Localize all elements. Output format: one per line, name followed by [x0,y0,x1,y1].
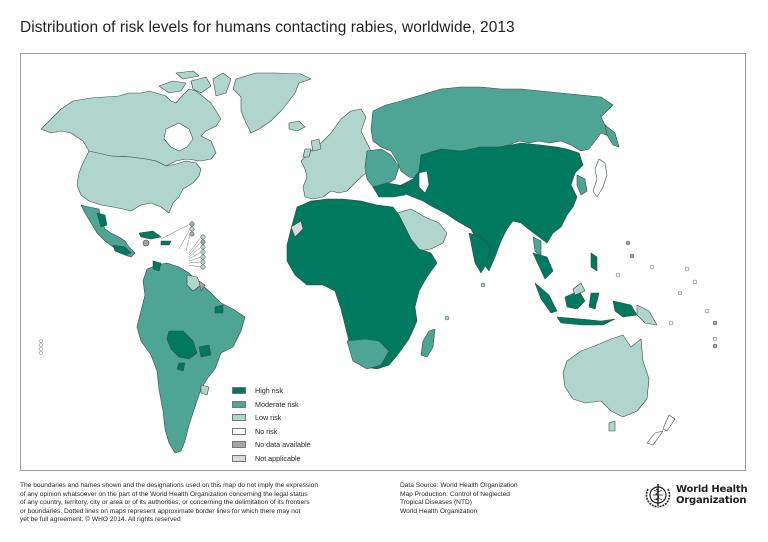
disclaimer-line: or boundaries. Dotted lines on maps repr… [20,507,301,515]
legend-label: High risk [255,386,283,396]
legend-label: No risk [255,426,278,436]
legend-swatch-high-risk [232,387,246,395]
source-line: Data Source: World Health Organization [400,482,518,489]
legend-item-no-risk: No risk [232,425,311,439]
who-name-line2: Organization [676,495,747,506]
disclaimer-line: yet be full agreement. © WHO 2014. All r… [20,516,181,524]
legend-swatch-no-risk [232,427,246,435]
legend-swatch-low-risk [232,414,246,422]
region-canada-alaska [40,88,222,167]
map-legend: High risk Moderate risk Low risk No risk… [232,384,311,465]
region-europe [300,108,374,200]
who-logo: World Health Organization [643,481,748,509]
data-source-text: Data Source: World Health Organization M… [400,482,560,516]
region-usa [76,150,202,214]
legend-label: Moderate risk [255,399,299,409]
region-asia-high [396,142,584,272]
source-line: Tropical Diseases (NTD) [400,499,472,507]
legend-label: No data available [255,440,311,450]
legend-item-low-risk: Low risk [232,411,311,425]
source-line: Map Production: Control of Neglected [400,490,510,498]
legend-item-high-risk: High risk [232,384,311,398]
region-japan [592,158,608,198]
who-name-line1: World Health [676,484,748,495]
region-south-america [136,262,246,454]
legend-swatch-not-applicable [232,454,246,462]
source-line: World Health Organization [400,507,478,515]
legend-label: Not applicable [255,453,301,463]
who-name: World Health Organization [676,484,748,506]
legend-item-moderate-risk: Moderate risk [232,398,311,412]
region-bolivia [166,330,198,360]
region-madagascar [420,328,436,358]
legend-swatch-no-data [232,441,246,449]
who-emblem-icon [645,484,671,508]
disclaimer-line: of any country, territory, city or area … [20,499,310,507]
region-new-zealand [646,414,676,446]
disclaimer-line: of any opinion whatsoever on the part of… [20,490,308,498]
disclaimer-text: The boundaries and names shown and the d… [20,482,400,525]
legend-item-not-applicable: Not applicable [232,452,311,466]
region-greenland [232,72,312,134]
region-africa [286,198,438,370]
legend-swatch-moderate-risk [232,400,246,408]
region-australia [562,334,650,418]
world-map-svg [38,70,718,454]
legend-label: Low risk [255,413,282,423]
map-title: Distribution of risk levels for humans c… [20,19,515,36]
world-map [20,53,746,471]
legend-item-no-data: No data available [232,438,311,452]
disclaimer-line: The boundaries and names shown and the d… [20,482,319,489]
